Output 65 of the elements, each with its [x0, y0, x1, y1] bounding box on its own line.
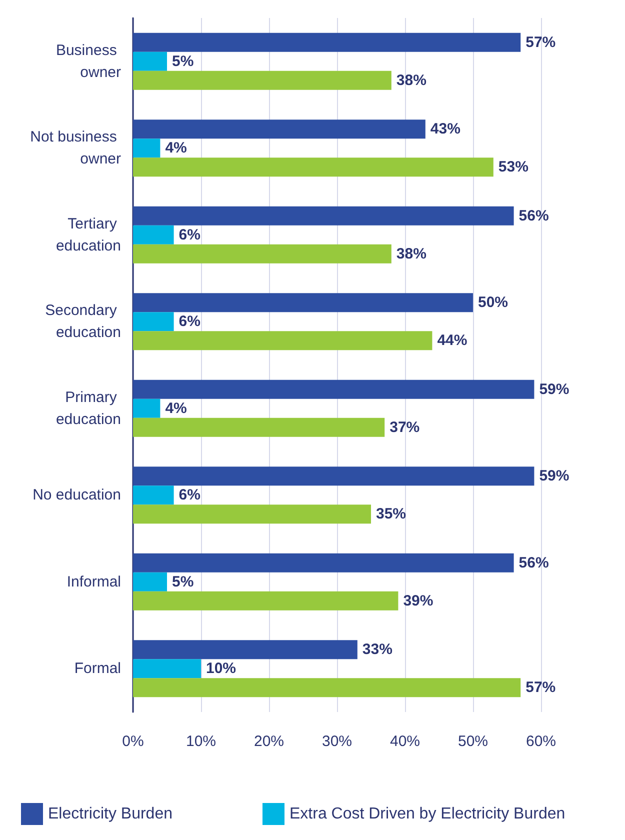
data-label: 10%: [206, 660, 236, 678]
bar: [133, 486, 174, 505]
bar: [133, 293, 473, 312]
data-label: 39%: [403, 592, 434, 610]
x-tick-label: 30%: [322, 733, 352, 750]
data-label: 50%: [478, 294, 508, 312]
bar: [133, 678, 521, 698]
data-label: 59%: [539, 468, 570, 485]
legend-label: Extra Cost Driven by Electricity Burden: [289, 806, 566, 822]
bar: [133, 70, 392, 90]
data-label: 44%: [437, 332, 468, 350]
bar: [133, 312, 174, 332]
x-tick-label: 50%: [458, 733, 488, 750]
x-tick-label: 10%: [186, 733, 216, 750]
data-label: 59%: [539, 380, 570, 398]
data-label: 56%: [518, 207, 549, 224]
data-label: 5%: [172, 52, 194, 70]
bar: [133, 553, 514, 572]
x-tick-label: 60%: [526, 733, 556, 750]
bar: [133, 572, 167, 592]
bar: [133, 32, 521, 52]
data-label: 38%: [396, 245, 426, 262]
bar: [133, 331, 432, 350]
bar: [133, 418, 385, 437]
data-label: 57%: [526, 679, 556, 696]
data-label: 4%: [165, 400, 187, 417]
data-label: 6%: [178, 486, 200, 504]
data-label: 53%: [498, 158, 528, 176]
data-label: 35%: [376, 506, 406, 523]
data-label: 37%: [390, 418, 420, 436]
data-label: 5%: [172, 573, 194, 590]
bar: [133, 158, 494, 177]
data-label: 43%: [430, 120, 460, 138]
bar: [133, 52, 167, 71]
y-tick-label: Not business owner: [30, 128, 121, 168]
bar: [133, 591, 398, 610]
y-tick-label: Formal: [74, 660, 121, 678]
bar: [133, 640, 358, 660]
y-tick-label: No education: [32, 486, 121, 504]
bar: [133, 225, 174, 244]
data-label: 33%: [362, 641, 392, 658]
y-tick-label: Business owner: [56, 42, 121, 81]
bar: [133, 244, 392, 264]
bar: [133, 380, 534, 399]
bar: [133, 398, 160, 418]
y-tick-label: Primary education: [56, 388, 121, 428]
y-tick-label: Tertiary education: [56, 215, 121, 254]
x-tick-label: 40%: [390, 733, 420, 750]
x-tick-label: 20%: [254, 733, 284, 750]
x-tick-label: 0%: [122, 733, 144, 750]
legend-label: Electricity Burden: [48, 806, 172, 822]
data-label: 56%: [518, 554, 549, 572]
bar: [133, 504, 371, 524]
bar: [133, 138, 160, 158]
y-tick-label: Informal: [66, 573, 121, 590]
data-label: 57%: [526, 34, 556, 51]
data-label: 38%: [396, 72, 426, 89]
bar: [133, 659, 201, 678]
data-label: 6%: [178, 226, 200, 244]
bar: [133, 206, 514, 226]
data-label: 4%: [165, 140, 187, 157]
bar: [133, 466, 534, 486]
bar: [133, 120, 426, 139]
data-label: 6%: [178, 313, 200, 330]
y-tick-label: Secondary education: [45, 302, 121, 342]
